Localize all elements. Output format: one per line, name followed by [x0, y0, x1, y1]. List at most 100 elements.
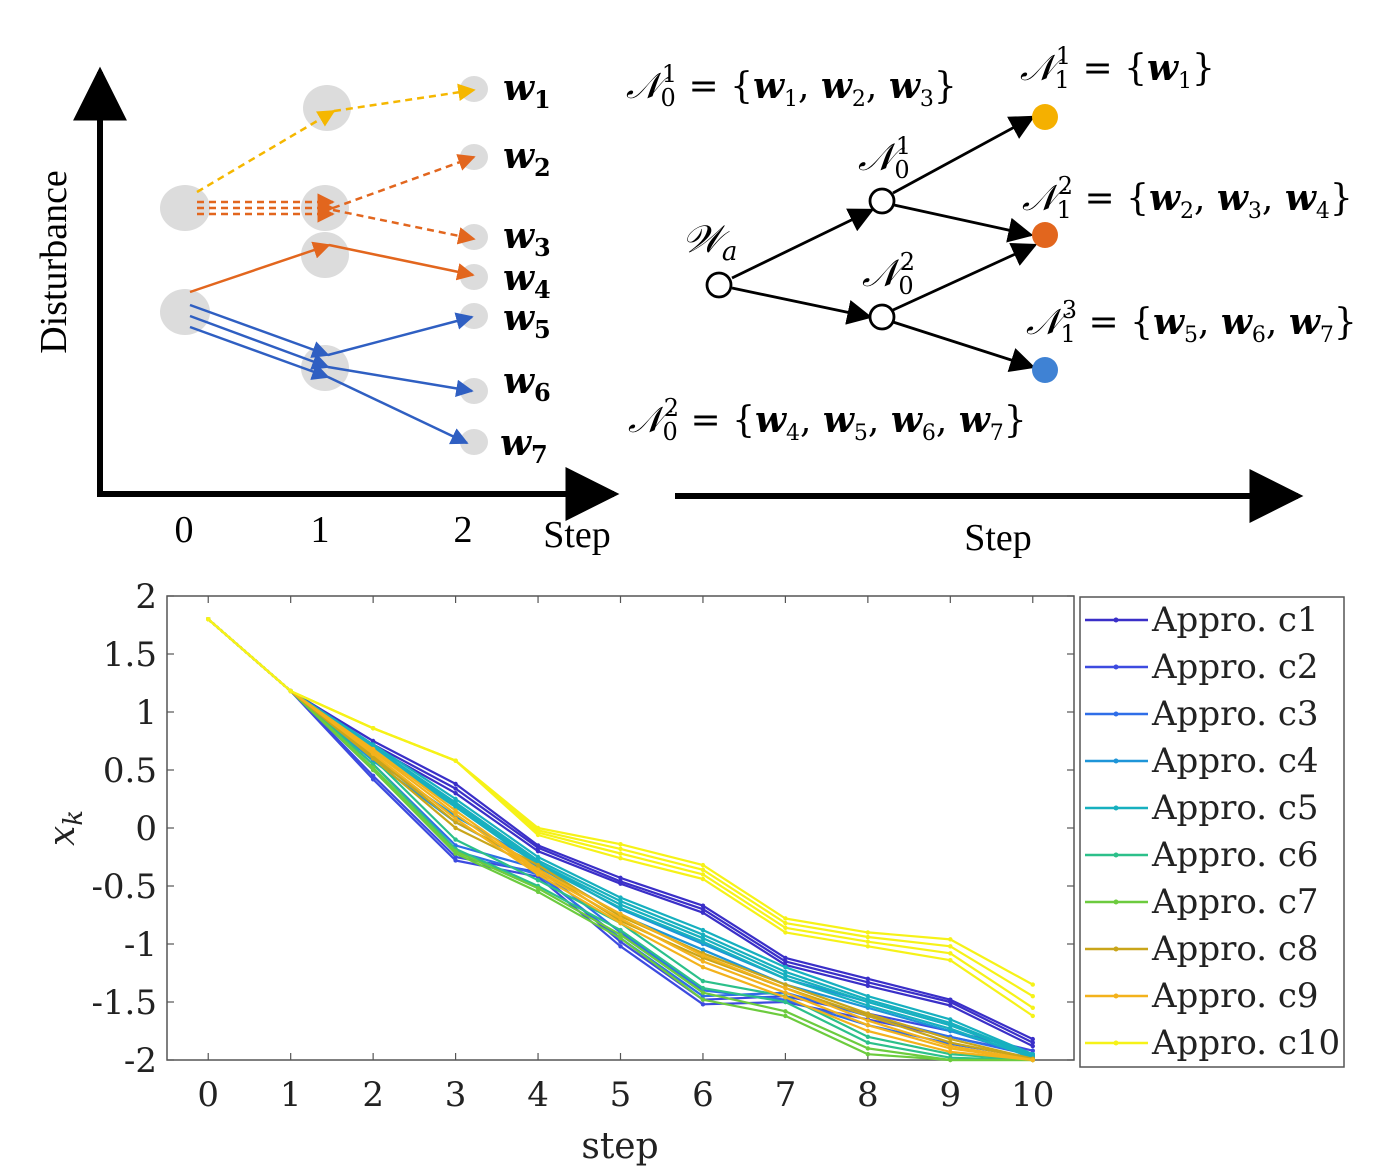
step-tick-2: 2: [454, 509, 473, 551]
legend-label: Appro. c8: [1151, 929, 1319, 969]
legend-label: Appro. c7: [1151, 882, 1319, 922]
x-ticks: 0 1 2 3 4 5 6 7 8 9 10: [197, 596, 1054, 1115]
legend-label: Appro. c2: [1151, 647, 1319, 687]
trajectory-point: [618, 939, 623, 944]
cluster-tree-panel: Step 𝒲a 𝒩01 𝒩02 𝒩01 = {w1, w2, w3} 𝒩11 =…: [626, 42, 1357, 559]
node-step0-upper: [160, 185, 210, 231]
trajectory-point: [453, 786, 458, 791]
blue-branch-5: [327, 365, 474, 398]
trajectory-point: [535, 872, 541, 877]
trajectory-point: [948, 1017, 953, 1022]
x-tick-label: 1: [280, 1075, 302, 1115]
trajectory-point: [700, 947, 706, 952]
label-w1: w1: [503, 67, 551, 114]
tree-edges: [731, 115, 1038, 373]
x-tick-label: 9: [939, 1075, 961, 1115]
trajectory-point: [700, 953, 706, 958]
trajectory-point: [453, 791, 458, 796]
outcome-labels: w1 w2 w3 w4 w5 w6 w7: [500, 67, 551, 469]
trajectory-point: [865, 1046, 871, 1051]
legend-items: Appro. c1 Appro. c2 Appro. c3 Appro. c4 Appr…: [1085, 600, 1340, 1063]
y-tick-label: -0.5: [91, 867, 157, 907]
trajectory-point: [535, 849, 541, 854]
x-tick-label: 4: [527, 1075, 549, 1115]
y-axis-label: xk: [42, 810, 89, 846]
legend-marker: [1113, 711, 1119, 717]
trajectory-point: [948, 1057, 953, 1063]
node-step0-lower: [160, 289, 210, 335]
trajectory-point: [1030, 1040, 1035, 1045]
trajectory-chart: 21.510.50-0.5-1-1.5-2 0 1 2 3 4 5 6 7 8 9 10 step …: [42, 577, 1345, 1167]
eq-n11: 𝒩11 = {w1}: [1020, 42, 1215, 94]
yellow-branch-1: [196, 109, 336, 194]
node-n01: [868, 187, 896, 215]
trajectory-point: [700, 994, 706, 999]
trajectory-point: [700, 932, 706, 937]
trajectory-point: [370, 765, 376, 770]
trajectory-point: [700, 867, 706, 872]
trajectory-point: [453, 808, 458, 813]
trajectory-point: [453, 811, 458, 817]
trajectory-point: [948, 1022, 953, 1028]
trajectory-point: [453, 820, 458, 825]
step-tick-0: 0: [175, 509, 194, 551]
step-axis-label-right: Step: [964, 517, 1032, 559]
trajectory-point: [700, 965, 706, 970]
edge-root-n02: [731, 286, 873, 325]
trajectory-point: [700, 1002, 706, 1007]
eq-n12: 𝒩12 = {w2, w3, w4}: [1022, 172, 1353, 224]
label-n02: 𝒩02: [862, 248, 915, 300]
trajectory-point: [535, 878, 541, 883]
legend-marker: [1113, 946, 1119, 952]
trajectory-point: [865, 930, 871, 935]
trajectory-point: [453, 758, 458, 763]
label-w7: w7: [500, 422, 548, 469]
trajectory-point: [783, 995, 788, 1000]
legend-marker: [1113, 664, 1119, 670]
edge-n01-n12: [893, 203, 1034, 243]
trajectory-point: [783, 976, 788, 981]
set-equations: 𝒩01 = {w1, w2, w3} 𝒩11 = {w1} 𝒩12 = {w2,…: [626, 42, 1357, 446]
y-tick-label: 1: [135, 693, 157, 733]
trajectory-point: [700, 903, 706, 908]
trajectory-point: [1030, 1013, 1035, 1019]
trajectory-point: [535, 832, 541, 838]
scenario-panel: Disturbance 0 1 2 Step: [33, 66, 620, 556]
trajectory-point: [535, 867, 541, 872]
label-w4: w4: [503, 257, 551, 304]
trajectory-point: [948, 1049, 953, 1055]
legend-marker: [1113, 617, 1119, 623]
trajectory-point: [783, 925, 788, 930]
legend-marker: [1113, 1040, 1119, 1046]
trajectory-point: [783, 920, 788, 926]
trajectory-point: [453, 781, 458, 787]
node-step1-c: [301, 232, 349, 278]
node-step2-w5: [460, 303, 488, 329]
eq-n02: 𝒩02 = {w4, w5, w6, w7}: [628, 394, 1027, 446]
legend-marker: [1113, 993, 1119, 999]
legend-box: [1079, 596, 1345, 1068]
trajectory-point: [865, 1003, 871, 1008]
edge-n02-n12: [892, 242, 1038, 312]
scenario-nodes: [160, 76, 488, 455]
node-step2-w4: [460, 264, 488, 290]
x-tick-label: 0: [197, 1075, 219, 1115]
trajectory-point: [618, 855, 623, 861]
trajectory-point: [783, 965, 788, 970]
trajectory-point: [535, 886, 541, 891]
step-axis-label: Step: [543, 514, 611, 556]
yellow-branches: [196, 83, 476, 194]
trajectory-point: [618, 875, 623, 881]
node-n12: [1032, 222, 1058, 248]
y-tick-label: -1.5: [91, 983, 157, 1023]
trajectory-point: [700, 936, 706, 941]
trajectory-point: [948, 999, 953, 1005]
trajectory-point: [783, 985, 788, 991]
trajectory-lines: [206, 617, 1035, 1063]
trajectory-point: [865, 983, 871, 988]
eq-n13: 𝒩13 = {w5, w6, w7}: [1026, 296, 1357, 348]
x-tick-label: 3: [445, 1075, 467, 1115]
orange-solid-1: [189, 241, 331, 294]
trajectory-point: [783, 955, 788, 961]
series-5: [206, 617, 1035, 1060]
